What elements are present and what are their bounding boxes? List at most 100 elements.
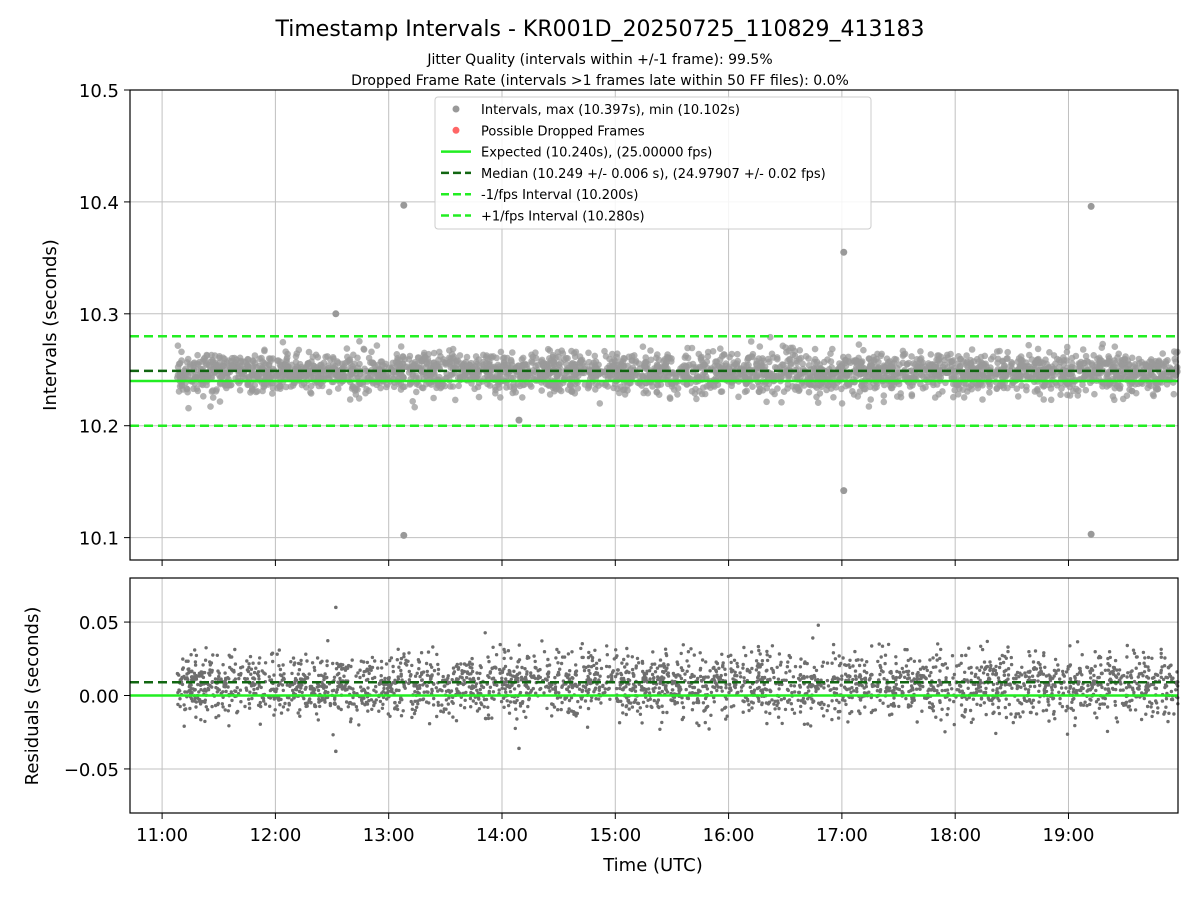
interval-point xyxy=(436,363,443,370)
interval-point xyxy=(251,352,259,359)
residual-point xyxy=(272,673,276,677)
residual-point xyxy=(855,689,859,694)
interval-point xyxy=(277,385,284,393)
interval-point xyxy=(779,361,786,368)
interval-point xyxy=(854,393,862,400)
residual-point xyxy=(613,674,618,679)
residual-point xyxy=(797,690,802,695)
residual-point xyxy=(1134,666,1138,670)
interval-point xyxy=(1055,356,1063,364)
residual-point xyxy=(821,660,826,664)
residual-point xyxy=(556,708,560,712)
interval-point xyxy=(456,352,464,359)
interval-point xyxy=(836,363,844,370)
interval-point xyxy=(401,363,409,371)
residual-point xyxy=(648,677,652,681)
residual-point xyxy=(431,645,435,649)
interval-point xyxy=(567,381,574,389)
residual-point xyxy=(882,677,886,681)
interval-point xyxy=(824,382,832,389)
residual-point xyxy=(259,685,263,690)
interval-point xyxy=(717,345,724,353)
residual-point xyxy=(663,647,668,651)
residual-point xyxy=(1004,715,1009,720)
residual-point xyxy=(1073,723,1077,728)
residual-point xyxy=(1043,685,1047,690)
residual-point xyxy=(772,675,776,680)
residual-point xyxy=(545,706,549,711)
interval-point xyxy=(654,351,661,358)
interval-point xyxy=(349,383,357,390)
interval-point xyxy=(282,361,290,369)
interval-point xyxy=(996,347,1003,355)
interval-point xyxy=(422,354,429,362)
residual-point xyxy=(616,668,620,672)
residual-point xyxy=(831,642,836,647)
residual-point xyxy=(994,673,998,677)
residual-point xyxy=(410,715,414,720)
residual-point xyxy=(216,677,220,681)
residual-point xyxy=(656,698,661,702)
interval-point xyxy=(409,398,417,405)
interval-point xyxy=(397,343,405,350)
residual-point xyxy=(975,666,979,670)
residual-point xyxy=(226,709,230,713)
residual-point xyxy=(955,688,959,692)
residual-point xyxy=(244,686,248,690)
residual-point xyxy=(1020,673,1024,677)
residual-point xyxy=(997,665,1002,670)
residual-point xyxy=(788,655,793,660)
residual-point xyxy=(271,659,275,664)
interval-point xyxy=(1083,357,1091,365)
residual-point xyxy=(1038,683,1042,688)
residual-point xyxy=(765,688,769,692)
residual-point xyxy=(936,642,940,646)
residual-point xyxy=(980,647,985,652)
residual-point xyxy=(606,687,610,691)
interval-point xyxy=(543,380,550,388)
residual-point xyxy=(579,646,583,651)
interval-point xyxy=(301,372,309,380)
residual-point xyxy=(532,654,536,658)
residual-point xyxy=(792,684,797,688)
residual-point xyxy=(754,659,759,663)
residual-point xyxy=(1160,699,1165,703)
residual-point xyxy=(757,648,761,653)
residual-point xyxy=(1107,650,1112,654)
residual-point xyxy=(687,664,691,668)
residual-point xyxy=(247,706,252,710)
residual-point xyxy=(259,704,263,709)
interval-point xyxy=(497,348,505,356)
residual-point xyxy=(419,651,424,655)
residual-point xyxy=(1113,658,1118,663)
interval-point xyxy=(684,344,691,352)
interval-point xyxy=(829,345,836,353)
interval-point xyxy=(1079,381,1086,389)
residual-point xyxy=(1044,674,1049,678)
residual-point xyxy=(870,644,874,648)
residual-point xyxy=(559,661,564,666)
interval-point xyxy=(1018,382,1025,389)
residual-point xyxy=(750,666,754,671)
residual-point xyxy=(863,705,867,709)
residual-point xyxy=(617,721,622,725)
residual-point xyxy=(226,676,230,680)
interval-point xyxy=(796,347,804,354)
residual-point xyxy=(1028,669,1032,673)
residual-point xyxy=(436,703,441,707)
residual-point xyxy=(909,684,914,688)
residual-point xyxy=(413,674,418,678)
residual-point xyxy=(729,660,733,665)
interval-point xyxy=(1082,386,1090,394)
y-tick-label: 10.2 xyxy=(79,417,119,438)
interval-point xyxy=(794,384,802,392)
interval-point xyxy=(947,350,954,358)
interval-point xyxy=(570,364,577,372)
residual-point xyxy=(399,714,404,718)
residual-point xyxy=(932,687,936,691)
interval-point xyxy=(296,360,304,368)
residual-point xyxy=(576,699,580,704)
residual-point xyxy=(1106,682,1110,687)
interval-point xyxy=(1128,354,1136,362)
